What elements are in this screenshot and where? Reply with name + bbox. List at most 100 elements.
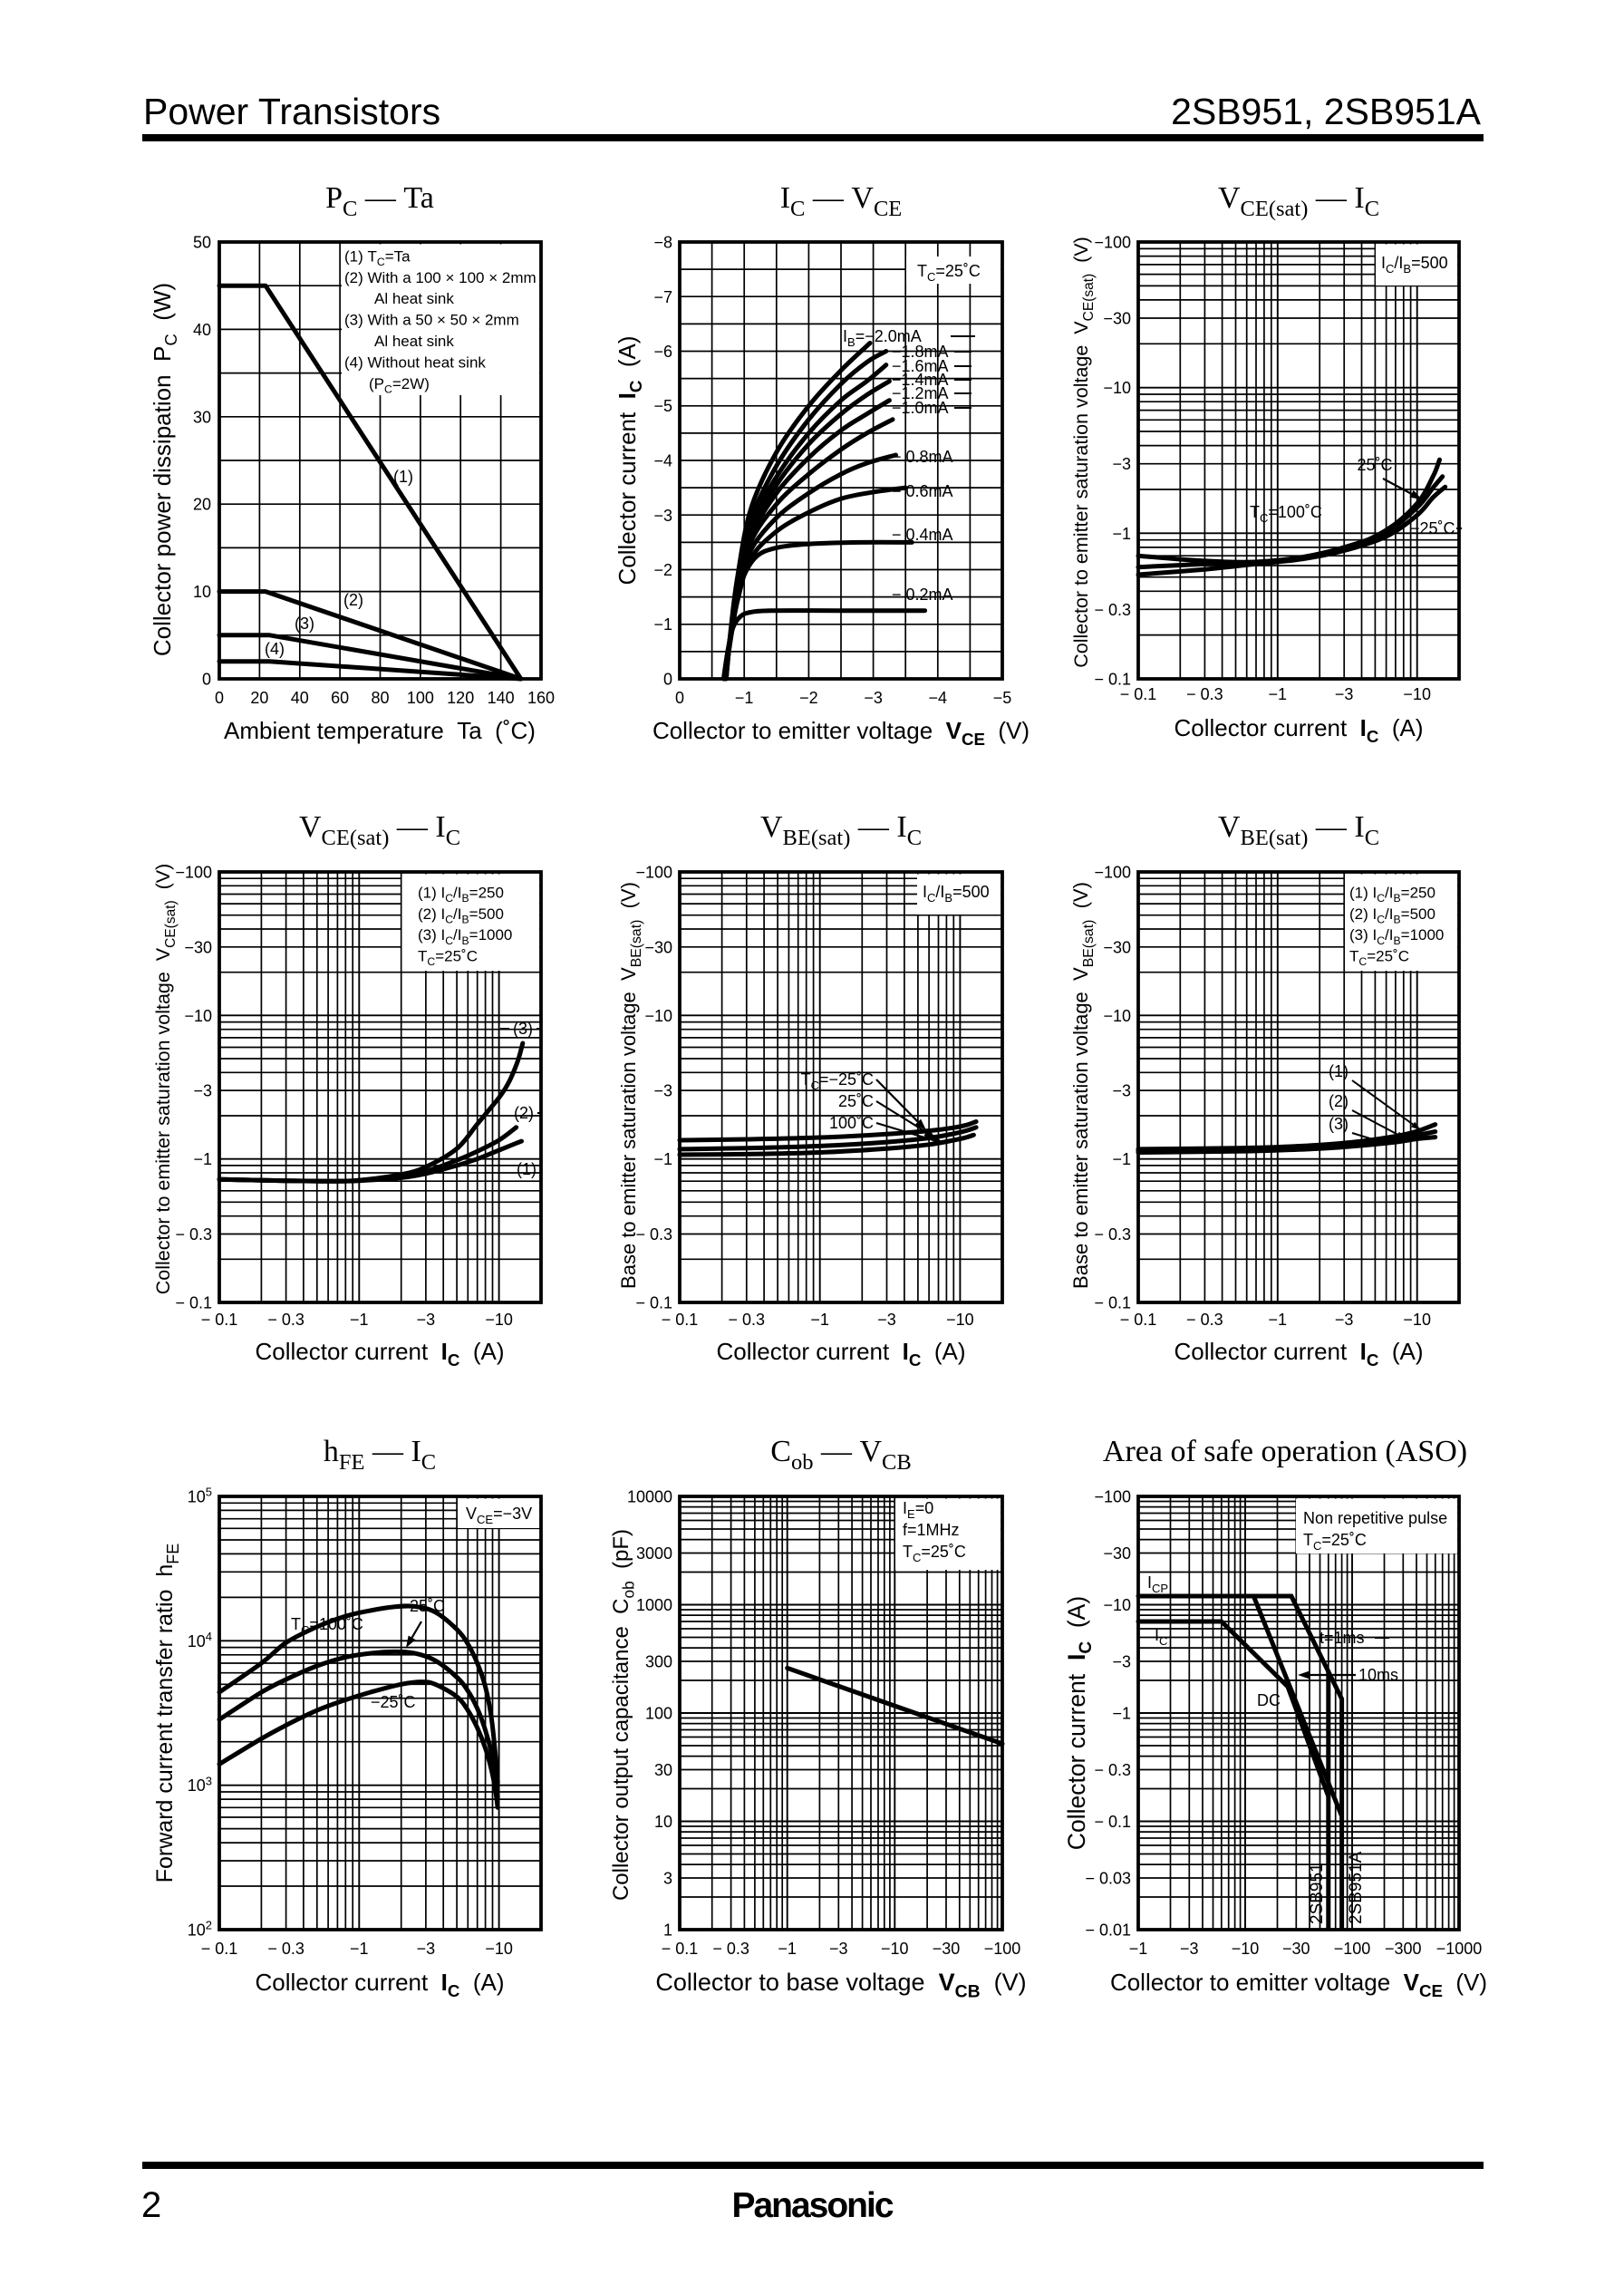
svg-text:−3: −3 [877, 1311, 896, 1329]
svg-text:VBE(sat) — IC: VBE(sat) — IC [1218, 810, 1379, 850]
svg-text:−3: −3 [1112, 1653, 1131, 1671]
svg-text:−3: −3 [1335, 685, 1354, 703]
svg-text:−30: −30 [1103, 1544, 1131, 1563]
svg-text:−7: −7 [653, 288, 672, 306]
svg-text:(4): (4) [265, 640, 285, 658]
svg-text:−10: −10 [1103, 1007, 1131, 1025]
svg-text:0: 0 [663, 671, 672, 689]
svg-text:−8: −8 [653, 234, 672, 252]
svg-text:20: 20 [250, 689, 268, 707]
svg-text:TC=25˚C: TC=25˚C [917, 262, 981, 284]
svg-text:PC — Ta: PC — Ta [325, 181, 434, 221]
svg-text:25˚C: 25˚C [410, 1597, 445, 1615]
svg-text:−10: −10 [946, 1311, 974, 1329]
svg-text:140: 140 [488, 689, 515, 707]
svg-text:TC=100˚C: TC=100˚C [291, 1615, 363, 1637]
svg-text:−30: −30 [1103, 938, 1131, 956]
svg-text:−10: −10 [1403, 685, 1431, 703]
svg-text:(3) IC/IB=1000: (3) IC/IB=1000 [1349, 926, 1444, 947]
svg-text:−3: −3 [653, 1082, 672, 1100]
svg-text:(1) TC=Ta: (1) TC=Ta [344, 247, 411, 268]
svg-text:TC=25˚C: TC=25˚C [1349, 948, 1409, 969]
svg-text:−10: −10 [1103, 1596, 1131, 1614]
svg-text:−1: −1 [350, 1940, 369, 1958]
svg-text:−10: −10 [184, 1007, 212, 1025]
svg-text:20: 20 [193, 496, 211, 514]
svg-text:− 0.3: − 0.3 [729, 1311, 766, 1329]
svg-text:(PC=2W): (PC=2W) [369, 375, 430, 396]
svg-text:0: 0 [202, 671, 211, 689]
svg-text:VCE(sat) — IC: VCE(sat) — IC [1218, 181, 1379, 221]
svg-text:Forward current transfer ratio: Forward current transfer ratio hFE [152, 1544, 182, 1883]
svg-text:−1: −1 [1129, 1940, 1148, 1958]
svg-text:− 0.3: − 0.3 [635, 1225, 672, 1244]
svg-text:(1): (1) [393, 468, 413, 486]
svg-text:IC/IB=500: IC/IB=500 [923, 883, 990, 905]
svg-text:−3: −3 [1335, 1311, 1354, 1329]
svg-text:−3: −3 [653, 507, 672, 525]
svg-text:103: 103 [188, 1774, 212, 1795]
svg-text:−3: −3 [1180, 1940, 1199, 1958]
svg-text:(3): (3) [513, 1020, 533, 1038]
svg-text:0: 0 [215, 689, 224, 707]
svg-text:(2): (2) [1329, 1092, 1348, 1110]
svg-text:Collector current IC (A): Collector current IC (A) [255, 1969, 504, 2000]
svg-text:−100: −100 [1094, 1488, 1131, 1506]
svg-text:−10: −10 [644, 1007, 672, 1025]
svg-text:−10: −10 [1403, 1311, 1431, 1329]
svg-text:t=1ms: t=1ms [1320, 1629, 1365, 1647]
svg-text:−3: −3 [417, 1311, 436, 1329]
svg-text:−1: −1 [778, 1940, 797, 1958]
svg-text:f=1MHz: f=1MHz [903, 1521, 960, 1539]
svg-text:−10: −10 [1103, 379, 1131, 397]
svg-text:−10: −10 [485, 1940, 513, 1958]
svg-text:80: 80 [371, 689, 389, 707]
svg-text:−1.0mA: −1.0mA [892, 399, 949, 417]
svg-text:VCE=−3V: VCE=−3V [466, 1505, 532, 1526]
svg-text:−2: −2 [653, 561, 672, 579]
svg-text:−3: −3 [829, 1940, 848, 1958]
svg-text:10: 10 [654, 1813, 672, 1831]
svg-text:− 0.03: − 0.03 [1085, 1870, 1131, 1888]
svg-text:Collector current IC (A): Collector current IC (A) [614, 335, 645, 585]
svg-text:− 0.3: − 0.3 [712, 1940, 749, 1958]
svg-text:− 0.3: − 0.3 [1094, 1761, 1131, 1779]
svg-text:1: 1 [663, 1921, 672, 1940]
svg-text:−1: −1 [1112, 525, 1131, 543]
svg-text:IC/IB=500: IC/IB=500 [1381, 254, 1448, 276]
svg-text:Collector current IC (A): Collector current IC (A) [716, 1338, 965, 1370]
svg-text:Collector to emitter voltage: Collector to emitter voltage VCE (V) [1110, 1969, 1487, 2000]
svg-text:− 0.3: − 0.3 [1186, 685, 1223, 703]
svg-text:−1000: −1000 [1436, 1940, 1483, 1958]
svg-text:− 0.3: − 0.3 [1094, 601, 1131, 619]
svg-text:30: 30 [654, 1761, 672, 1779]
svg-text:Al heat sink: Al heat sink [374, 290, 454, 307]
svg-text:−100: −100 [175, 864, 212, 882]
svg-text:−3: −3 [864, 689, 883, 707]
svg-text:− 0.01: − 0.01 [1085, 1921, 1131, 1940]
svg-text:− 0.3: − 0.3 [175, 1225, 212, 1244]
svg-text:Ambient temperature Ta (˚C): Ambient temperature Ta (˚C) [224, 717, 536, 744]
svg-text:−1: −1 [735, 689, 754, 707]
svg-text:−1: −1 [1112, 1705, 1131, 1723]
svg-text:−5: −5 [993, 689, 1012, 707]
svg-text:(1): (1) [517, 1160, 536, 1178]
svg-text:− 0.3: − 0.3 [1186, 1311, 1223, 1329]
svg-text:−6: −6 [653, 343, 672, 361]
svg-text:40: 40 [291, 689, 309, 707]
svg-text:−1.6mA: −1.6mA [892, 357, 949, 375]
svg-text:−100: −100 [635, 864, 672, 882]
svg-text:Collector current IC (A): Collector current IC (A) [255, 1338, 504, 1370]
svg-text:30: 30 [193, 408, 211, 426]
svg-text:100˚C: 100˚C [829, 1114, 874, 1132]
svg-text:Collector to base voltage VCB: Collector to base voltage VCB (V) [655, 1969, 1026, 2001]
svg-text:40: 40 [193, 321, 211, 339]
svg-text:−5: −5 [653, 397, 672, 415]
svg-text:−100: −100 [1334, 1940, 1371, 1958]
svg-text:300: 300 [645, 1653, 672, 1671]
svg-text:Panasonic: Panasonic [731, 2186, 893, 2225]
svg-text:120: 120 [447, 689, 474, 707]
svg-text:Collector current IC (A): Collector current IC (A) [1174, 1338, 1423, 1370]
svg-text:−100: −100 [1094, 234, 1131, 252]
svg-text:102: 102 [188, 1919, 212, 1940]
